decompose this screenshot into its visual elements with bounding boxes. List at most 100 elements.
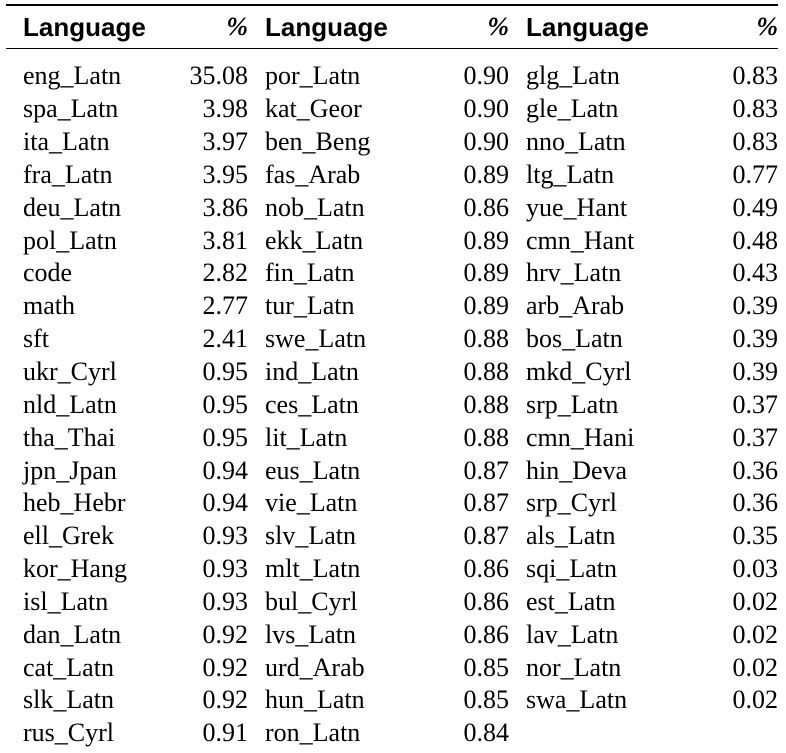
percent-cell: 3.95 (202, 159, 249, 189)
percent-cell: 2.77 (202, 291, 249, 321)
language-code-cell: por_Latn (265, 61, 361, 91)
percent-cell: 0.36 (732, 455, 779, 485)
percent-cell: 0.77 (732, 159, 779, 189)
language-code-cell: ukr_Cyrl (23, 357, 117, 387)
language-code-cell: gle_Latn (526, 94, 619, 124)
table-row: eng_Latn 35.08 por_Latn 0.90 glg_Latn 0.83 (6, 48, 778, 93)
language-code-cell: swa_Latn (526, 685, 628, 715)
percent-cell: 0.90 (463, 61, 510, 91)
language-code-cell: nor_Latn (526, 652, 622, 682)
language-code-cell: ltg_Latn (526, 159, 615, 189)
percent-cell: 0.83 (732, 94, 779, 124)
percent-cell (639, 717, 778, 750)
percent-cell: 0.89 (463, 258, 510, 288)
percent-cell: 35.08 (189, 61, 249, 91)
language-code-cell: bos_Latn (526, 324, 623, 354)
table-row: jpn_Jpan 0.94 eus_Latn 0.87 hin_Deva 0.36 (6, 454, 778, 487)
language-code-cell (509, 717, 639, 750)
table-row: kor_Hang 0.93 mlt_Latn 0.86 sqi_Latn 0.03 (6, 553, 778, 586)
table-row: fra_Latn 3.95 fas_Arab 0.89 ltg_Latn 0.77 (6, 159, 778, 192)
language-code-cell: fra_Latn (23, 159, 113, 189)
language-percentage-table: Language % Language % Language % eng_Lat… (6, 6, 778, 750)
table-row: math 2.77 tur_Latn 0.89 arb_Arab 0.39 (6, 290, 778, 323)
percent-cell: 0.86 (463, 619, 510, 649)
percent-cell: 2.82 (202, 258, 249, 288)
percent-cell: 0.02 (732, 619, 779, 649)
percent-cell: 0.37 (732, 389, 779, 419)
percent-cell: 0.86 (463, 192, 510, 222)
percent-cell: 0.39 (732, 324, 779, 354)
language-code-cell: urd_Arab (265, 652, 365, 682)
percent-cell: 3.86 (202, 192, 249, 222)
table-row: dan_Latn 0.92 lvs_Latn 0.86 lav_Latn 0.02 (6, 618, 778, 651)
header-language-2: Language (265, 11, 388, 42)
percent-cell: 0.87 (463, 488, 510, 518)
language-code-cell: swe_Latn (265, 324, 367, 354)
percent-cell: 0.48 (732, 225, 779, 255)
percent-cell: 0.84 (463, 718, 510, 748)
language-code-cell: lav_Latn (526, 619, 619, 649)
header-language-1: Language (23, 11, 146, 42)
language-code-cell: sft (23, 324, 49, 354)
language-code-cell: srp_Cyrl (526, 488, 617, 518)
language-code-cell: rus_Cyrl (23, 718, 114, 748)
percent-cell: 0.03 (732, 554, 779, 584)
table-header-rule (6, 48, 778, 49)
percent-cell: 0.88 (463, 324, 510, 354)
table-row: pol_Latn 3.81 ekk_Latn 0.89 cmn_Hant 0.48 (6, 224, 778, 257)
percent-cell: 0.43 (732, 258, 779, 288)
language-code-cell: vie_Latn (265, 488, 358, 518)
language-code-cell: deu_Latn (23, 192, 122, 222)
percent-cell: 0.89 (463, 225, 510, 255)
language-code-cell: nob_Latn (265, 192, 365, 222)
percent-cell: 0.95 (202, 422, 249, 452)
percent-cell: 3.81 (202, 225, 249, 255)
table-row: deu_Latn 3.86 nob_Latn 0.86 yue_Hant 0.49 (6, 191, 778, 224)
language-code-cell: eng_Latn (23, 61, 122, 91)
percent-cell: 0.49 (732, 192, 779, 222)
percent-cell: 0.89 (463, 159, 510, 189)
language-code-cell: ell_Grek (23, 521, 114, 551)
header-percent-3: % (756, 12, 778, 41)
percent-cell: 0.02 (732, 652, 779, 682)
language-code-cell: lvs_Latn (265, 619, 356, 649)
table-row: code 2.82 fin_Latn 0.89 hrv_Latn 0.43 (6, 257, 778, 290)
language-code-cell: math (23, 291, 75, 321)
language-code-cell: mlt_Latn (265, 554, 361, 584)
language-code-cell: slv_Latn (265, 521, 356, 551)
table-row: nld_Latn 0.95 ces_Latn 0.88 srp_Latn 0.37 (6, 388, 778, 421)
language-code-cell: nno_Latn (526, 127, 626, 157)
language-code-cell: cmn_Hani (526, 422, 635, 452)
language-code-cell: sqi_Latn (526, 554, 617, 584)
language-code-cell: spa_Latn (23, 94, 119, 124)
language-code-cell: ben_Beng (265, 127, 371, 157)
language-code-cell: bul_Cyrl (265, 586, 358, 616)
header-percent-1: % (226, 12, 248, 41)
language-code-cell: lit_Latn (265, 422, 348, 452)
percent-cell: 0.86 (463, 586, 510, 616)
language-code-cell: est_Latn (526, 586, 616, 616)
language-code-cell: fin_Latn (265, 258, 355, 288)
table-row: ell_Grek 0.93 slv_Latn 0.87 als_Latn 0.35 (6, 520, 778, 553)
language-code-cell: fas_Arab (265, 159, 361, 189)
language-code-cell: slk_Latn (23, 685, 114, 715)
percent-cell: 0.93 (202, 521, 249, 551)
percent-cell: 0.39 (732, 357, 779, 387)
percent-cell: 0.90 (463, 94, 510, 124)
language-code-cell: eus_Latn (265, 455, 361, 485)
percent-cell: 0.85 (463, 652, 510, 682)
percent-cell: 0.92 (202, 652, 249, 682)
language-code-cell: yue_Hant (526, 192, 628, 222)
percent-cell: 0.86 (463, 554, 510, 584)
language-code-cell: jpn_Jpan (23, 455, 117, 485)
language-code-cell: ita_Latn (23, 127, 110, 157)
percent-cell: 0.88 (463, 389, 510, 419)
language-code-cell: dan_Latn (23, 619, 122, 649)
table-row: sft 2.41 swe_Latn 0.88 bos_Latn 0.39 (6, 323, 778, 356)
language-code-cell: ron_Latn (265, 718, 361, 748)
percent-cell: 0.90 (463, 127, 510, 157)
language-code-cell: cat_Latn (23, 652, 114, 682)
percent-cell: 0.91 (202, 718, 249, 748)
percent-cell: 0.87 (463, 455, 510, 485)
language-code-cell: cmn_Hant (526, 225, 635, 255)
